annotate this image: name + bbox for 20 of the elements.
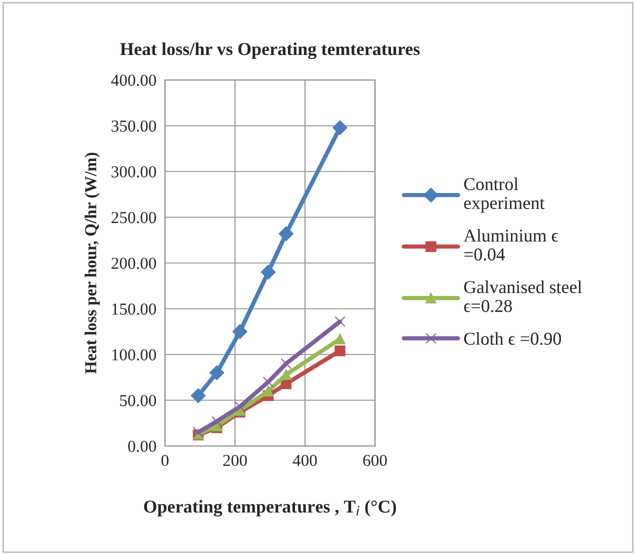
y-tick-label: 100.00: [112, 349, 156, 361]
y-tick-label: 250.00: [112, 212, 156, 224]
legend-label: Galvanised steel ϵ=0.28: [464, 280, 582, 312]
y-axis-title: Heat loss per hour, Q/hr (W/m): [84, 152, 100, 374]
y-tick-label: 0.00: [128, 440, 156, 452]
x-tick-label: 200: [223, 454, 247, 466]
y-tick-label: 200.00: [112, 258, 156, 270]
legend-label: Cloth ϵ =0.90: [464, 332, 561, 345]
y-tick-label: 350.00: [112, 120, 156, 132]
y-tick-label: 50.00: [120, 394, 156, 406]
y-tick-label: 400.00: [111, 74, 156, 86]
x-axis-title: Operating temperatures , T$_{i}$ (°C): [144, 500, 396, 517]
legend-label: Control experiment: [464, 178, 545, 213]
chart-title: Heat loss/hr vs Operating temteratures: [120, 42, 420, 59]
x-tick-label: 0: [161, 454, 169, 466]
y-tick-label: 300.00: [112, 166, 156, 178]
x-tick-label: 400: [292, 454, 317, 466]
x-tick-label: 600: [363, 454, 387, 466]
legend-label: Aluminium ϵ =0.04: [464, 229, 558, 261]
y-tick-label: 150.00: [112, 303, 156, 315]
